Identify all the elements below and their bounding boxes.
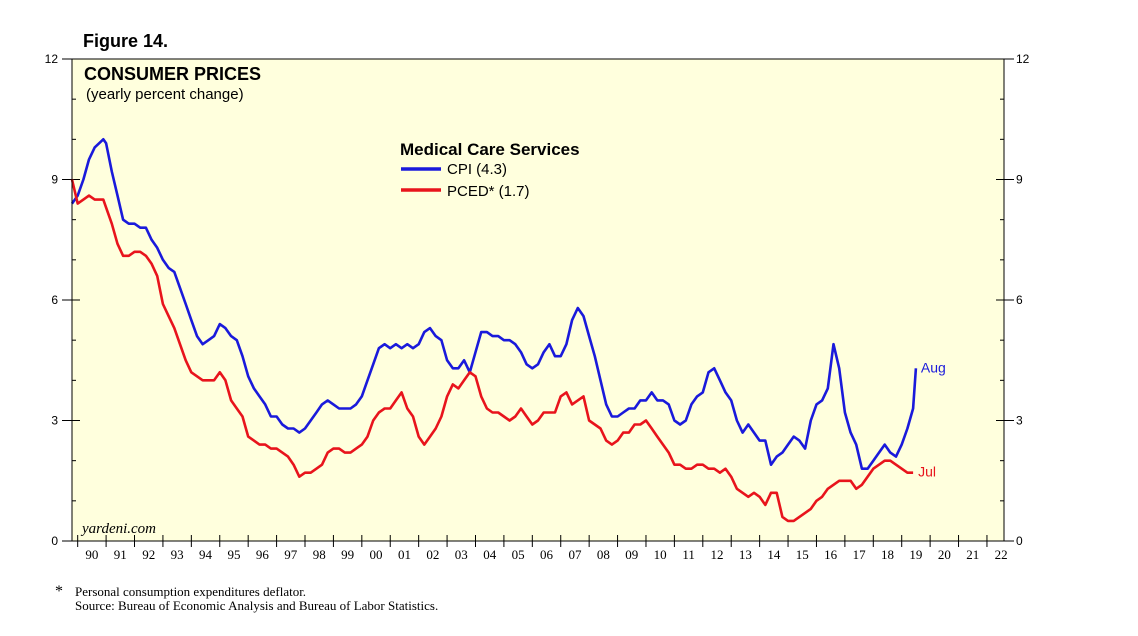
x-tick-label: 01: [398, 547, 411, 562]
x-tick-label: 96: [256, 547, 270, 562]
x-tick-label: 99: [341, 547, 354, 562]
y-tick-label-right: 3: [1016, 414, 1023, 428]
watermark: yardeni.com: [80, 521, 156, 537]
x-tick-label: 16: [824, 547, 838, 562]
series-line-pced: [70, 179, 914, 523]
footnote-star: *: [55, 583, 63, 600]
plot-frame: [71, 58, 1005, 542]
series-line-cpi: [70, 138, 918, 470]
x-tick-label: 97: [284, 547, 298, 562]
x-tick-label: 05: [512, 547, 525, 562]
legend-title: Medical Care Services: [400, 140, 580, 159]
y-tick-label-right: 0: [1016, 534, 1023, 548]
x-tick-label: 19: [909, 547, 922, 562]
x-tick-label: 12: [711, 547, 724, 562]
x-tick-label: 98: [313, 547, 326, 562]
y-tick-label-left: 0: [51, 534, 58, 548]
series-layer: Aug Jul: [70, 138, 946, 523]
y-tick-label-left: 12: [45, 52, 59, 66]
x-tick-label: 93: [171, 547, 184, 562]
y-tick-label-right: 12: [1016, 52, 1030, 66]
x-tick-label: 02: [426, 547, 439, 562]
x-tick-label: 08: [597, 547, 610, 562]
x-tick-label: 17: [853, 547, 867, 562]
end-label-cpi: Aug: [921, 359, 946, 375]
x-tick-label: 03: [455, 547, 468, 562]
x-tick-label: 00: [370, 547, 383, 562]
y-tick-label-left: 9: [51, 173, 58, 187]
x-tick-label: 10: [654, 547, 667, 562]
y-tick-label-left: 3: [51, 414, 58, 428]
x-tick-label: 14: [767, 547, 781, 562]
legend-cpi-label: CPI (4.3): [447, 161, 507, 178]
x-tick-label: 21: [966, 547, 979, 562]
x-tick-label: 20: [938, 547, 951, 562]
chart-subtitle: (yearly percent change): [86, 86, 244, 103]
footnote: * Personal consumption expenditures defla…: [55, 583, 306, 601]
legend-pced-label: PCED* (1.7): [447, 183, 530, 200]
x-tick-label: 22: [995, 547, 1008, 562]
y-tick-label-right: 6: [1016, 293, 1023, 307]
figure-label: Figure 14.: [83, 31, 169, 51]
x-tick-label: 15: [796, 547, 809, 562]
x-tick-label: 94: [199, 547, 213, 562]
x-tick-label: 13: [739, 547, 752, 562]
x-tick-label: 06: [540, 547, 554, 562]
x-tick-label: 95: [227, 547, 240, 562]
x-tick-label: 07: [568, 547, 582, 562]
source-note: Source: Bureau of Economic Analysis and …: [75, 598, 439, 613]
x-tick-label: 04: [483, 547, 497, 562]
x-tick-label: 90: [85, 547, 98, 562]
end-label-pced: Jul: [918, 464, 936, 480]
plot-background: [72, 59, 1004, 541]
x-tick-label: 11: [682, 547, 695, 562]
x-tick-label: 91: [114, 547, 127, 562]
footnote-text: Personal consumption expenditures deflat…: [75, 584, 307, 599]
x-tick-label: 18: [881, 547, 894, 562]
y-tick-label-left: 6: [51, 293, 58, 307]
y-tick-label-right: 9: [1016, 173, 1023, 187]
x-tick-label: 92: [142, 547, 155, 562]
x-tick-label: 09: [625, 547, 638, 562]
chart-title: CONSUMER PRICES: [84, 64, 261, 84]
